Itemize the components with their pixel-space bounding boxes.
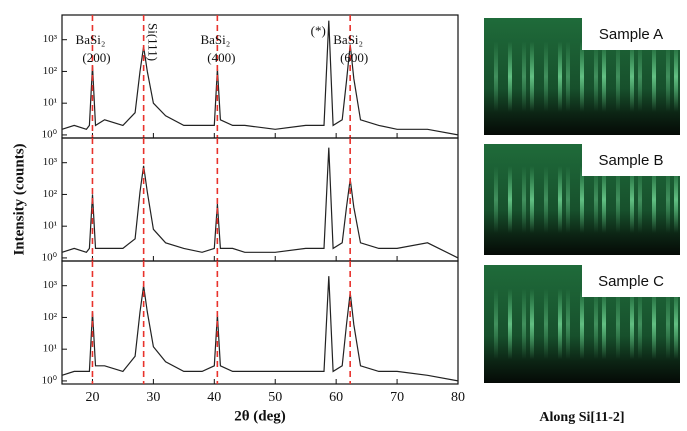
caption: Along Si[11-2]	[539, 410, 624, 425]
annotation: BaSi₂	[76, 32, 106, 47]
streak	[530, 288, 534, 360]
streak	[666, 166, 670, 233]
annotation: BaSi₂	[200, 32, 230, 47]
streak	[522, 166, 526, 233]
streak	[616, 41, 620, 112]
label-box	[582, 265, 680, 297]
streak	[544, 288, 548, 360]
y-axis-label: Intensity (counts)	[11, 143, 27, 255]
spectrum	[61, 276, 459, 382]
y-tick-label: 10⁰	[42, 128, 58, 140]
spectrum	[61, 20, 459, 136]
streak	[530, 166, 534, 233]
x-axis-label: 2θ (deg)	[234, 408, 286, 424]
plot-frame	[61, 14, 459, 139]
streak	[602, 166, 606, 233]
streak	[674, 288, 678, 360]
streak	[566, 166, 570, 233]
streak	[580, 166, 584, 233]
streak	[616, 288, 620, 360]
streak	[494, 288, 498, 360]
streak	[522, 41, 526, 112]
streak	[494, 166, 498, 233]
streak	[652, 288, 656, 360]
spectrum	[61, 147, 459, 259]
streak	[522, 288, 526, 360]
x-tick-label: 60	[329, 390, 343, 405]
streak	[630, 41, 634, 112]
streak	[508, 41, 512, 112]
streak	[594, 41, 598, 112]
image-label: Sample A	[599, 26, 663, 43]
streak	[630, 288, 634, 360]
streak	[602, 288, 606, 360]
streak	[616, 166, 620, 233]
annotation: (400)	[207, 50, 235, 65]
plot-frame	[61, 260, 459, 385]
streak	[530, 41, 534, 112]
y-tick-label: 10¹	[43, 97, 57, 109]
rheed-image: Sample C	[484, 265, 680, 383]
streak	[652, 166, 656, 233]
x-tick-label: 20	[85, 390, 99, 405]
streak	[630, 166, 634, 233]
annotation: Si(111)	[146, 23, 161, 61]
y-tick-label: 10²	[43, 65, 58, 77]
streak	[544, 166, 548, 233]
label-box	[582, 18, 680, 50]
streak	[666, 41, 670, 112]
streak	[602, 41, 606, 112]
label-box	[582, 144, 680, 176]
x-tick-label: 50	[268, 390, 282, 405]
x-tick-label: 30	[146, 390, 160, 405]
rheed-image: Sample A	[484, 18, 680, 135]
x-tick-label: 80	[451, 390, 465, 405]
streak	[494, 41, 498, 112]
image-label: Sample C	[598, 273, 664, 290]
streak	[566, 288, 570, 360]
annotation: (600)	[340, 50, 368, 65]
streak	[674, 166, 678, 233]
y-tick-label: 10³	[43, 156, 58, 168]
streak	[638, 288, 642, 360]
streak	[594, 166, 598, 233]
plot-frame	[61, 137, 459, 262]
streak	[508, 166, 512, 233]
y-tick-label: 10¹	[43, 343, 57, 355]
x-tick-label: 70	[390, 390, 404, 405]
streak	[558, 288, 562, 360]
y-tick-label: 10²	[43, 188, 58, 200]
streak	[638, 41, 642, 112]
annotation: (200)	[82, 50, 110, 65]
streak	[566, 41, 570, 112]
annotation: (*)	[311, 23, 326, 38]
streak	[666, 288, 670, 360]
image-label: Sample B	[598, 152, 663, 169]
y-tick-label: 10³	[43, 279, 58, 291]
streak	[544, 41, 548, 112]
streak	[652, 41, 656, 112]
streak	[558, 41, 562, 112]
y-tick-label: 10⁰	[42, 251, 58, 263]
rheed-image: Sample B	[484, 144, 680, 255]
y-tick-label: 10⁰	[42, 374, 58, 386]
streak	[580, 288, 584, 360]
streak	[508, 288, 512, 360]
streak	[638, 166, 642, 233]
annotation: BaSi₂	[333, 32, 363, 47]
x-tick-label: 40	[207, 390, 221, 405]
streak	[674, 41, 678, 112]
streak	[594, 288, 598, 360]
y-tick-label: 10²	[43, 311, 58, 323]
y-tick-label: 10¹	[43, 220, 57, 232]
y-tick-label: 10³	[43, 33, 58, 45]
streak	[558, 166, 562, 233]
streak	[580, 41, 584, 112]
